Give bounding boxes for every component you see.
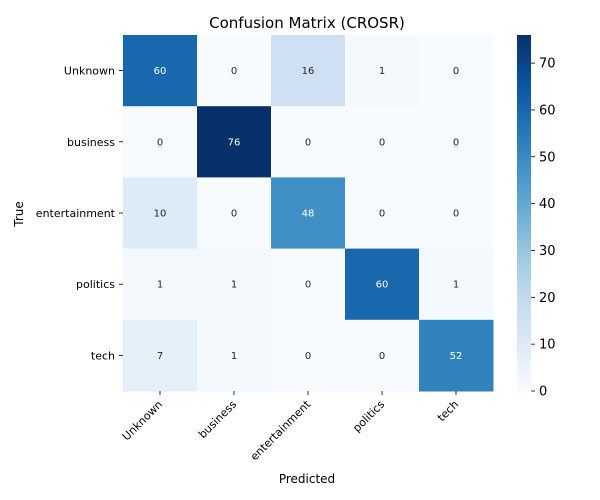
y-tick-label: entertainment bbox=[36, 207, 116, 220]
x-tick-label: politics bbox=[350, 398, 387, 435]
heatmap-cell bbox=[419, 248, 494, 321]
cell-value-label: 16 bbox=[302, 66, 315, 77]
heatmap-cell bbox=[271, 177, 346, 250]
heatmap-cell bbox=[197, 106, 272, 178]
heatmap-cell bbox=[271, 248, 346, 321]
heatmap-cell bbox=[197, 248, 272, 321]
cell-value-label: 0 bbox=[453, 209, 459, 220]
heatmap-cell bbox=[197, 177, 272, 250]
colorbar-tick-label: 50 bbox=[539, 150, 556, 165]
heatmap-cell bbox=[419, 177, 494, 250]
heatmap-cells bbox=[123, 35, 494, 392]
cell-value-label: 1 bbox=[379, 66, 385, 77]
heatmap-cell bbox=[197, 35, 272, 107]
cell-value-label: 0 bbox=[231, 66, 237, 77]
heatmap-cell bbox=[419, 319, 494, 392]
chart-title: Confusion Matrix (CROSR) bbox=[209, 14, 405, 32]
colorbar-tick-label: 0 bbox=[539, 385, 547, 400]
heatmap-cell bbox=[123, 248, 198, 321]
y-tick-label: Unknown bbox=[64, 65, 115, 78]
cell-value-label: 76 bbox=[228, 137, 241, 148]
y-tick-label: tech bbox=[91, 349, 115, 362]
cell-value-label: 52 bbox=[450, 351, 463, 362]
cell-value-label: 0 bbox=[453, 137, 459, 148]
heatmap-cell bbox=[123, 319, 198, 392]
cell-value-label: 0 bbox=[305, 137, 311, 148]
heatmap-cell bbox=[123, 106, 198, 178]
cell-value-label: 0 bbox=[231, 209, 237, 220]
cell-value-label: 60 bbox=[154, 66, 167, 77]
x-tick-label: business bbox=[196, 398, 239, 441]
cell-value-label: 0 bbox=[305, 351, 311, 362]
x-axis-ticks: Unknown business entertainment politics tech bbox=[120, 391, 461, 463]
colorbar-tick-label: 40 bbox=[539, 197, 556, 212]
heatmap-cell bbox=[345, 106, 420, 178]
cell-value-label: 48 bbox=[302, 209, 315, 220]
heatmap-cell bbox=[123, 35, 198, 107]
heatmap-cell bbox=[197, 319, 272, 392]
heatmap-cell bbox=[345, 248, 420, 321]
y-tick-label: business bbox=[67, 136, 115, 149]
cell-value-label: 1 bbox=[157, 280, 163, 291]
cell-value-label: 0 bbox=[453, 66, 459, 77]
heatmap-cell bbox=[345, 35, 420, 107]
cell-value-label: 0 bbox=[379, 137, 385, 148]
cell-value-label: 1 bbox=[453, 280, 459, 291]
colorbar-ticks: 0 10 20 30 40 50 60 70 bbox=[531, 57, 556, 400]
heatmap-cell bbox=[345, 319, 420, 392]
cell-value-label: 0 bbox=[379, 209, 385, 220]
cell-value-label: 0 bbox=[379, 351, 385, 362]
cell-value-label: 60 bbox=[376, 280, 389, 291]
heatmap-cell bbox=[345, 177, 420, 250]
cell-value-label: 1 bbox=[231, 280, 237, 291]
cell-value-label: 7 bbox=[157, 351, 163, 362]
y-axis-ticks: Unknown business entertainment politics tech bbox=[36, 65, 123, 362]
colorbar-tick-label: 60 bbox=[539, 103, 556, 118]
colorbar-tick-label: 20 bbox=[539, 291, 556, 306]
heatmap-cell bbox=[419, 35, 494, 107]
cell-value-label: 1 bbox=[231, 351, 237, 362]
x-tick-label: Unknown bbox=[120, 398, 165, 443]
heatmap-cell bbox=[271, 319, 346, 392]
cell-value-labels: 60 0 16 1 00 76 0 0 010 0 48 0 01 1 0 60 17 1 0 0 52 bbox=[154, 66, 463, 362]
heatmap-cell bbox=[123, 177, 198, 250]
colorbar-tick-label: 10 bbox=[539, 338, 556, 353]
colorbar-tick-label: 30 bbox=[539, 244, 556, 259]
x-axis-label: Predicted bbox=[279, 472, 335, 486]
x-tick-label: entertainment bbox=[248, 397, 314, 463]
y-tick-label: politics bbox=[76, 278, 115, 291]
heatmap-cell bbox=[419, 106, 494, 178]
cell-value-label: 0 bbox=[305, 280, 311, 291]
heatmap-cell bbox=[271, 35, 346, 107]
cell-value-label: 10 bbox=[154, 209, 167, 220]
colorbar-tick-label: 70 bbox=[539, 57, 556, 72]
cell-value-label: 0 bbox=[157, 137, 163, 148]
y-axis-label: True bbox=[12, 201, 26, 228]
colorbar bbox=[517, 35, 531, 391]
x-tick-label: tech bbox=[435, 398, 461, 424]
heatmap-cell bbox=[271, 106, 346, 178]
